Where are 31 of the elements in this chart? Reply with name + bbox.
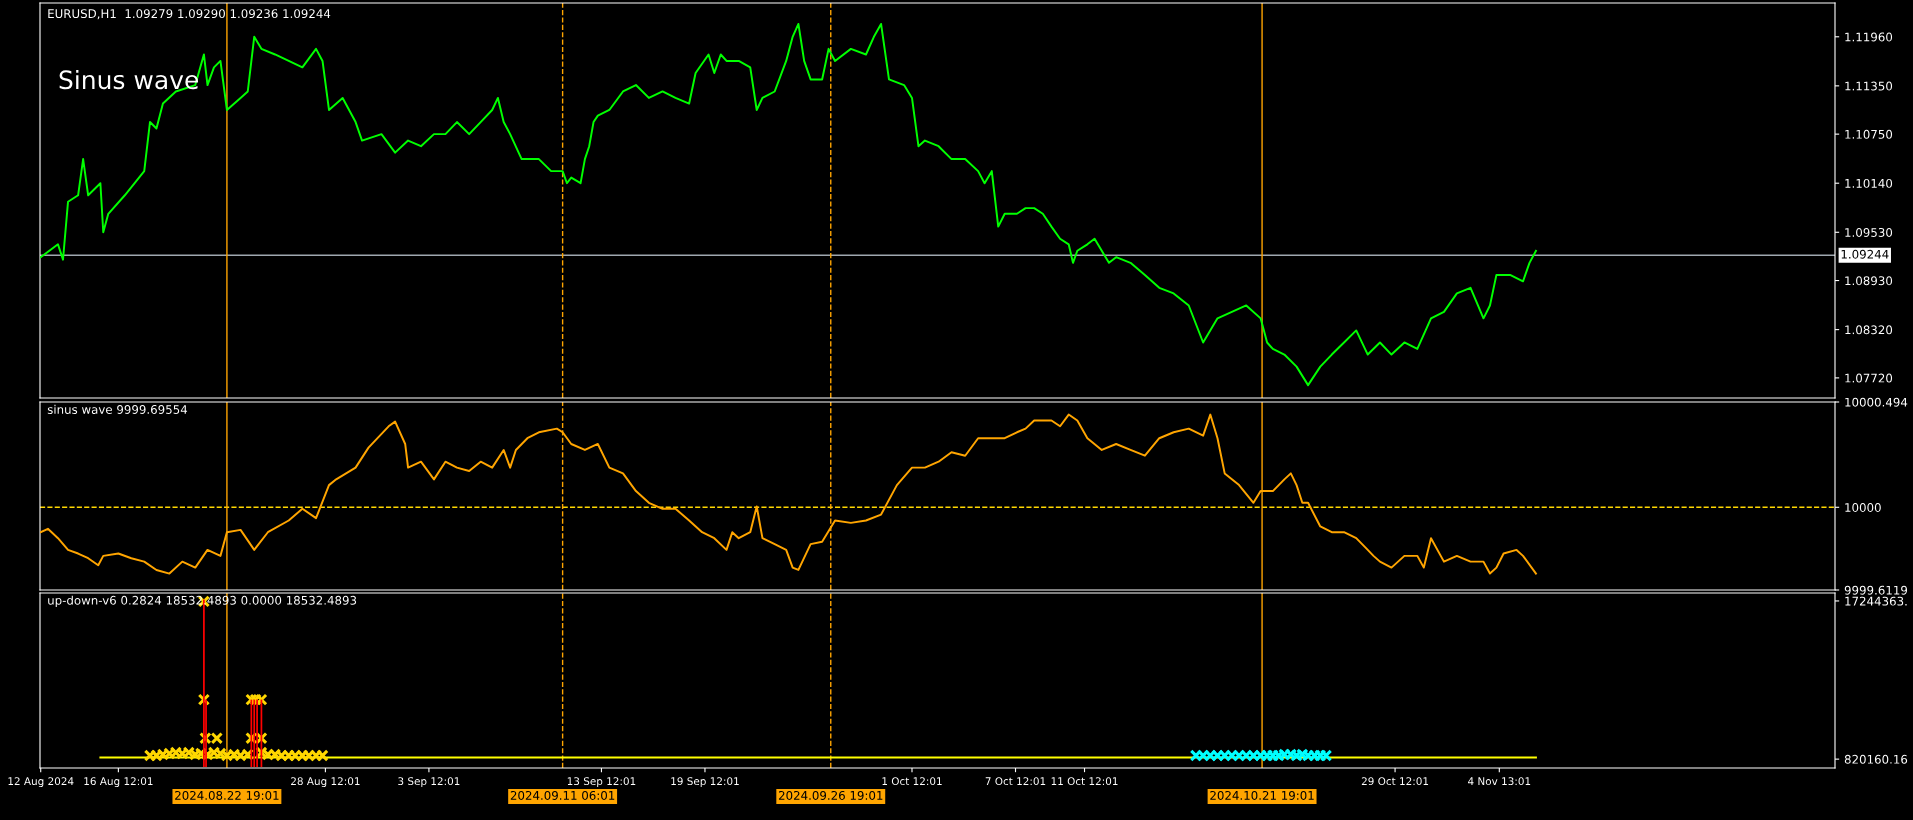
x-tick-label: 13 Sep 12:01 xyxy=(567,777,636,788)
x-tick-label: 11 Oct 12:01 xyxy=(1051,777,1118,786)
y-tick-label: 10000 xyxy=(1845,503,1881,512)
x-tick-label: 16 Aug 12:01 xyxy=(84,777,153,788)
x-tick-label: 1 Oct 12:01 xyxy=(882,777,942,786)
chart-title: sinus wave 9999.69554 xyxy=(47,404,188,414)
x-tick-label: 7 Oct 12:01 xyxy=(985,777,1046,786)
y-tick-label: 1.10140 xyxy=(1845,178,1893,188)
chart-title: EURUSD,H1 1.09279 1.09290 1.09236 1.09244 xyxy=(48,9,331,20)
y-tick-label: 820160.16 xyxy=(1844,754,1908,764)
y-tick-label: 9999.6119 xyxy=(1844,585,1908,595)
ref-line-label: 1.09244 xyxy=(1841,249,1889,259)
y-tick-label: 1.11960 xyxy=(1845,32,1893,42)
x-tick-label: 19 Sep 12:01 xyxy=(671,777,739,788)
ref-line-label: 2024.09.11 06:01 xyxy=(510,790,615,800)
x-tick-label: 29 Oct 12:01 xyxy=(1361,777,1429,786)
y-tick-label: 1.11350 xyxy=(1845,81,1893,91)
x-tick-label: 3 Sep 12:01 xyxy=(398,777,460,788)
x-tick-label: 28 Aug 12:01 xyxy=(291,777,360,788)
x-tick-label: 4 Nov 13:01 xyxy=(1468,777,1531,786)
y-tick-label: 1.08930 xyxy=(1845,276,1893,286)
ref-line-label: 2024.10.21 19:01 xyxy=(1210,790,1314,800)
ref-line-label: 2024.09.26 19:01 xyxy=(778,790,883,800)
y-tick-label: 10000.494 xyxy=(1845,397,1908,407)
y-tick-label: 1.10750 xyxy=(1845,129,1893,139)
y-tick-label: 17244363. xyxy=(1845,596,1907,606)
y-tick-label: 1.08320 xyxy=(1845,325,1893,335)
y-tick-label: 1.09530 xyxy=(1845,228,1893,237)
ref-line-label: 2024.08.22 19:01 xyxy=(175,790,279,800)
x-tick-label: 12 Aug 2024 xyxy=(8,777,74,788)
y-tick-label: 1.07720 xyxy=(1845,373,1893,383)
